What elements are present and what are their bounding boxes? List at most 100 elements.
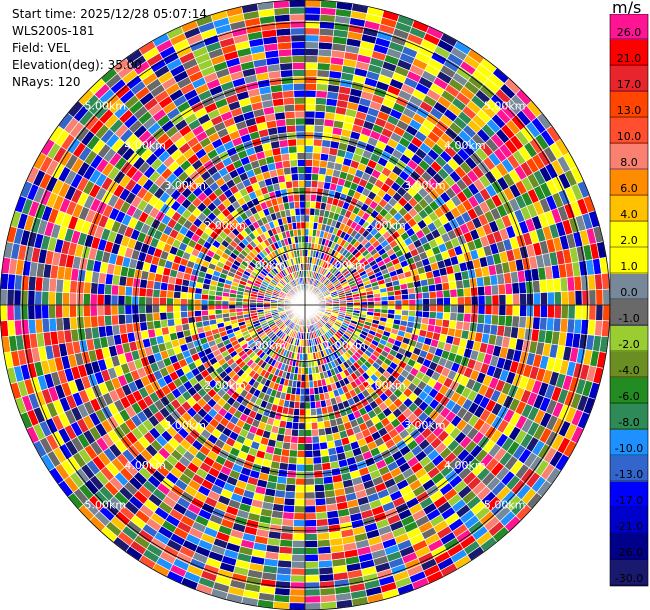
range-gate — [304, 214, 311, 223]
ray — [304, 1, 354, 306]
range-gate — [282, 511, 295, 520]
range-gate — [117, 294, 126, 306]
range-gate — [152, 288, 161, 298]
ray — [304, 40, 472, 306]
range-gate — [82, 293, 91, 306]
range-gate — [172, 297, 181, 306]
range-gate — [304, 0, 322, 8]
range-gate — [145, 296, 154, 306]
range-gate — [299, 394, 306, 403]
range-gate — [310, 408, 317, 417]
range-gate — [304, 41, 320, 50]
velocity-rays — [0, 0, 611, 610]
range-gate — [312, 145, 323, 154]
range-gate — [434, 282, 444, 292]
range-gate — [519, 293, 528, 306]
range-gate — [55, 278, 65, 293]
range-gate — [380, 300, 389, 306]
range-gate — [436, 304, 444, 313]
range-gate — [311, 428, 320, 437]
ray — [304, 166, 585, 306]
range-gate — [505, 304, 514, 317]
range-gate — [526, 292, 535, 306]
range-gate — [281, 518, 295, 527]
range-gate — [281, 441, 291, 451]
range-gate — [304, 124, 315, 133]
range-gate — [304, 200, 311, 209]
range-gate — [421, 310, 430, 319]
range-gate — [228, 304, 237, 310]
range-gate — [179, 298, 188, 306]
range-gate — [304, 588, 321, 597]
range-gate — [304, 172, 313, 181]
range-gate — [83, 315, 92, 329]
ray — [304, 19, 430, 306]
range-gate — [408, 298, 417, 306]
range-gate — [214, 299, 223, 306]
range-gate — [194, 315, 203, 323]
range-gate — [443, 297, 451, 306]
range-gate — [289, 581, 306, 590]
range-gate — [284, 490, 296, 500]
range-gate — [200, 309, 209, 317]
range-gate — [20, 289, 29, 306]
range-gate — [312, 456, 323, 465]
range-gate — [289, 442, 299, 451]
range-gate — [394, 304, 403, 311]
range-gate — [304, 387, 311, 396]
range-gate — [526, 304, 535, 318]
range-gate — [179, 304, 188, 312]
range-gate — [450, 304, 458, 314]
range-gate — [82, 304, 91, 317]
range-gate — [288, 449, 298, 458]
range-gate — [304, 13, 321, 22]
range-gate — [291, 540, 306, 548]
range-gate — [48, 291, 57, 306]
range-gate — [294, 498, 306, 507]
range-gate — [103, 304, 112, 316]
range-gate — [314, 400, 322, 409]
range-gate — [415, 298, 424, 306]
range-gate — [387, 299, 396, 306]
range-gate — [373, 296, 382, 302]
range-gate — [477, 295, 486, 306]
range-gate — [449, 288, 458, 298]
range-gate — [400, 288, 409, 296]
range-gate — [504, 315, 513, 328]
range-gate — [581, 289, 590, 306]
range-gate — [456, 312, 465, 323]
range-gate — [317, 62, 331, 71]
range-gate — [595, 304, 604, 321]
range-gate — [290, 428, 299, 437]
range-gate — [304, 533, 318, 541]
range-gate — [304, 55, 319, 64]
range-gate — [505, 293, 514, 306]
range-gate — [173, 311, 182, 320]
range-gate — [291, 546, 306, 555]
range-gate — [456, 296, 465, 306]
range-gate — [152, 312, 161, 322]
range-gate — [304, 366, 309, 375]
range-gate — [62, 279, 71, 293]
range-gate — [20, 304, 29, 321]
range-gate — [316, 532, 330, 541]
range-gate — [221, 300, 230, 306]
range-gate — [110, 284, 120, 296]
range-gate — [159, 319, 169, 329]
range-gate — [180, 310, 189, 319]
range-gate — [294, 484, 306, 493]
range-gate — [186, 298, 195, 306]
range-gate — [117, 304, 126, 316]
range-gate — [401, 293, 410, 301]
range-gate — [298, 408, 306, 417]
range-gate — [309, 387, 315, 396]
range-gate — [75, 292, 84, 306]
range-gate — [312, 449, 322, 458]
range-gate — [319, 159, 329, 169]
range-gate — [477, 285, 486, 297]
range-gate — [428, 290, 437, 299]
range-gate — [304, 186, 312, 195]
range-gate — [97, 315, 106, 328]
range-gate — [540, 291, 548, 306]
range-gate — [290, 435, 299, 444]
